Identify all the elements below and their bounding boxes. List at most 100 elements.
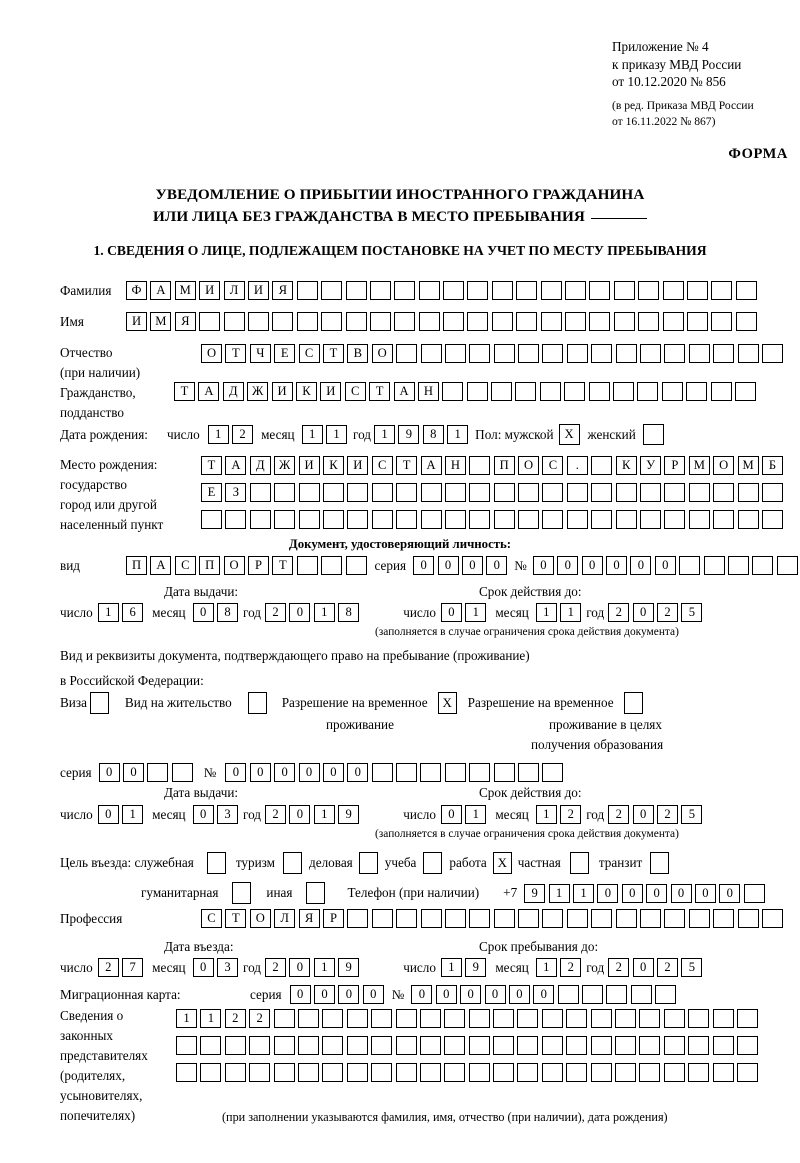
char-box[interactable] bbox=[223, 312, 245, 331]
char-box[interactable]: М bbox=[150, 312, 172, 331]
char-box[interactable]: О bbox=[713, 456, 735, 475]
char-box[interactable] bbox=[664, 344, 686, 363]
char-box[interactable] bbox=[686, 382, 708, 401]
char-box[interactable]: 0 bbox=[289, 958, 311, 977]
char-box[interactable] bbox=[734, 382, 756, 401]
char-box[interactable] bbox=[176, 1063, 197, 1082]
char-box[interactable]: 2 bbox=[265, 603, 287, 622]
char-box[interactable]: 1 bbox=[560, 603, 582, 622]
char-box[interactable]: 0 bbox=[192, 805, 214, 824]
char-box[interactable] bbox=[688, 344, 710, 363]
char-box[interactable] bbox=[200, 1036, 222, 1055]
char-box[interactable] bbox=[249, 510, 271, 529]
char-box[interactable]: Т bbox=[174, 382, 195, 401]
char-box[interactable] bbox=[420, 483, 442, 502]
char-box[interactable]: 0 bbox=[486, 556, 508, 575]
char-box[interactable] bbox=[443, 312, 465, 331]
char-box[interactable]: 1 bbox=[207, 425, 229, 444]
char-box[interactable]: М bbox=[174, 281, 196, 300]
char-box[interactable]: Т bbox=[396, 456, 418, 475]
char-box[interactable]: 1 bbox=[465, 603, 487, 622]
char-box[interactable]: 5 bbox=[681, 805, 703, 824]
char-box[interactable]: С bbox=[201, 909, 222, 928]
char-box[interactable] bbox=[491, 281, 513, 300]
char-box[interactable] bbox=[686, 281, 708, 300]
char-box[interactable] bbox=[638, 281, 660, 300]
char-box[interactable] bbox=[761, 483, 783, 502]
char-box[interactable] bbox=[394, 312, 416, 331]
char-box[interactable] bbox=[420, 510, 442, 529]
char-box[interactable]: 1 bbox=[313, 603, 335, 622]
purpose-work-checkbox[interactable]: X bbox=[492, 852, 512, 874]
char-box[interactable] bbox=[297, 1009, 319, 1028]
char-box[interactable]: 2 bbox=[657, 805, 679, 824]
char-box[interactable] bbox=[540, 281, 562, 300]
char-box[interactable] bbox=[590, 1009, 612, 1028]
char-box[interactable] bbox=[444, 510, 466, 529]
char-box[interactable] bbox=[273, 1009, 295, 1028]
char-box[interactable]: О bbox=[249, 909, 271, 928]
char-box[interactable]: 1 bbox=[325, 425, 347, 444]
char-box[interactable] bbox=[467, 281, 489, 300]
char-box[interactable] bbox=[688, 909, 710, 928]
sex-female-checkbox[interactable] bbox=[642, 424, 664, 445]
char-box[interactable]: 0 bbox=[313, 985, 335, 1004]
char-box[interactable]: 3 bbox=[217, 958, 239, 977]
char-box[interactable] bbox=[419, 1063, 441, 1082]
char-box[interactable] bbox=[590, 1036, 612, 1055]
char-box[interactable]: Т bbox=[225, 344, 247, 363]
char-box[interactable] bbox=[565, 281, 587, 300]
char-box[interactable] bbox=[688, 510, 710, 529]
char-box[interactable] bbox=[686, 312, 708, 331]
char-box[interactable]: 2 bbox=[657, 958, 679, 977]
char-box[interactable]: 1 bbox=[465, 805, 487, 824]
char-box[interactable] bbox=[321, 312, 343, 331]
char-box[interactable]: 1 bbox=[535, 805, 557, 824]
char-box[interactable] bbox=[468, 1036, 490, 1055]
char-box[interactable] bbox=[444, 344, 466, 363]
char-box[interactable] bbox=[420, 763, 442, 782]
char-box[interactable]: Е bbox=[274, 344, 296, 363]
char-box[interactable]: М bbox=[688, 456, 710, 475]
char-box[interactable] bbox=[655, 985, 677, 1004]
char-box[interactable]: П bbox=[126, 556, 147, 575]
char-box[interactable]: Т bbox=[369, 382, 391, 401]
char-box[interactable] bbox=[396, 763, 418, 782]
char-box[interactable]: 0 bbox=[192, 958, 214, 977]
char-box[interactable] bbox=[442, 382, 464, 401]
char-box[interactable]: И bbox=[247, 281, 269, 300]
char-box[interactable]: 0 bbox=[694, 883, 716, 903]
char-box[interactable] bbox=[322, 1063, 344, 1082]
char-box[interactable]: 0 bbox=[440, 805, 462, 824]
char-box[interactable] bbox=[395, 1063, 417, 1082]
char-box[interactable] bbox=[713, 483, 735, 502]
char-box[interactable] bbox=[640, 909, 662, 928]
char-box[interactable]: 0 bbox=[249, 763, 271, 782]
char-box[interactable]: Ф bbox=[126, 281, 147, 300]
char-box[interactable] bbox=[147, 763, 169, 782]
char-box[interactable]: 0 bbox=[289, 603, 311, 622]
char-box[interactable]: 1 bbox=[176, 1009, 197, 1028]
char-box[interactable] bbox=[346, 1036, 368, 1055]
char-box[interactable] bbox=[566, 483, 588, 502]
char-box[interactable] bbox=[713, 510, 735, 529]
char-box[interactable] bbox=[321, 281, 343, 300]
char-box[interactable] bbox=[297, 1036, 319, 1055]
purpose-private-checkbox[interactable] bbox=[569, 852, 589, 874]
char-box[interactable] bbox=[613, 312, 635, 331]
char-box[interactable]: 8 bbox=[338, 603, 360, 622]
char-box[interactable]: С bbox=[174, 556, 196, 575]
char-box[interactable]: 0 bbox=[411, 985, 433, 1004]
char-box[interactable]: 2 bbox=[608, 603, 630, 622]
char-box[interactable] bbox=[640, 483, 662, 502]
char-box[interactable] bbox=[296, 556, 318, 575]
